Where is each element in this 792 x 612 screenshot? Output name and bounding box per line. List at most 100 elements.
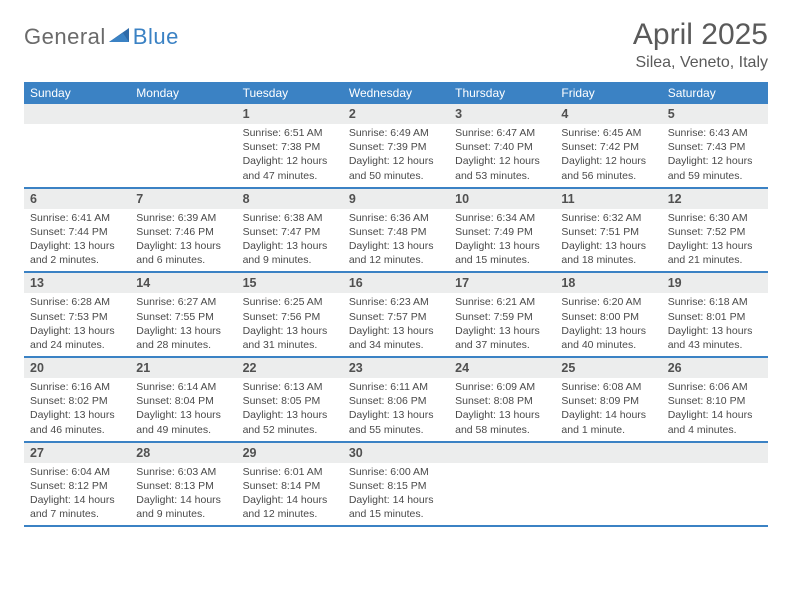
day-cell: 14Sunrise: 6:27 AMSunset: 7:55 PMDayligh… bbox=[130, 273, 236, 356]
sunset-text: Sunset: 7:56 PM bbox=[243, 310, 337, 324]
day-cell: 3Sunrise: 6:47 AMSunset: 7:40 PMDaylight… bbox=[449, 104, 555, 187]
sunset-text: Sunset: 7:44 PM bbox=[30, 225, 124, 239]
daylight-line2: and 1 minute. bbox=[561, 423, 655, 437]
day-cell: 27Sunrise: 6:04 AMSunset: 8:12 PMDayligh… bbox=[24, 443, 130, 526]
day-number: 12 bbox=[662, 189, 768, 209]
sunrise-text: Sunrise: 6:25 AM bbox=[243, 295, 337, 309]
sunrise-text: Sunrise: 6:34 AM bbox=[455, 211, 549, 225]
daylight-line1: Daylight: 14 hours bbox=[243, 493, 337, 507]
sunset-text: Sunset: 7:59 PM bbox=[455, 310, 549, 324]
sunset-text: Sunset: 7:39 PM bbox=[349, 140, 443, 154]
location-label: Silea, Veneto, Italy bbox=[633, 54, 768, 72]
sunrise-text: Sunrise: 6:36 AM bbox=[349, 211, 443, 225]
daylight-line2: and 52 minutes. bbox=[243, 423, 337, 437]
sunrise-text: Sunrise: 6:16 AM bbox=[30, 380, 124, 394]
daylight-line2: and 31 minutes. bbox=[243, 338, 337, 352]
daylight-line1: Daylight: 14 hours bbox=[668, 408, 762, 422]
sunrise-text: Sunrise: 6:45 AM bbox=[561, 126, 655, 140]
day-cell: 12Sunrise: 6:30 AMSunset: 7:52 PMDayligh… bbox=[662, 189, 768, 272]
day-details: Sunrise: 6:30 AMSunset: 7:52 PMDaylight:… bbox=[662, 209, 768, 268]
sunrise-text: Sunrise: 6:06 AM bbox=[668, 380, 762, 394]
day-number: 29 bbox=[237, 443, 343, 463]
day-number bbox=[130, 104, 236, 124]
daylight-line1: Daylight: 13 hours bbox=[349, 239, 443, 253]
header: General Blue April 2025 Silea, Veneto, I… bbox=[24, 18, 768, 72]
sunset-text: Sunset: 7:38 PM bbox=[243, 140, 337, 154]
week-row: 20Sunrise: 6:16 AMSunset: 8:02 PMDayligh… bbox=[24, 358, 768, 443]
daylight-line1: Daylight: 13 hours bbox=[136, 239, 230, 253]
day-cell: 4Sunrise: 6:45 AMSunset: 7:42 PMDaylight… bbox=[555, 104, 661, 187]
day-number: 23 bbox=[343, 358, 449, 378]
day-cell: 21Sunrise: 6:14 AMSunset: 8:04 PMDayligh… bbox=[130, 358, 236, 441]
day-number: 1 bbox=[237, 104, 343, 124]
dow-wednesday: Wednesday bbox=[343, 82, 449, 104]
day-details: Sunrise: 6:34 AMSunset: 7:49 PMDaylight:… bbox=[449, 209, 555, 268]
sunset-text: Sunset: 7:49 PM bbox=[455, 225, 549, 239]
day-details: Sunrise: 6:21 AMSunset: 7:59 PMDaylight:… bbox=[449, 293, 555, 352]
day-cell bbox=[449, 443, 555, 526]
brand-triangle-icon bbox=[109, 26, 129, 49]
daylight-line2: and 43 minutes. bbox=[668, 338, 762, 352]
day-cell: 25Sunrise: 6:08 AMSunset: 8:09 PMDayligh… bbox=[555, 358, 661, 441]
day-number: 28 bbox=[130, 443, 236, 463]
day-cell: 6Sunrise: 6:41 AMSunset: 7:44 PMDaylight… bbox=[24, 189, 130, 272]
daylight-line1: Daylight: 13 hours bbox=[455, 408, 549, 422]
day-details: Sunrise: 6:41 AMSunset: 7:44 PMDaylight:… bbox=[24, 209, 130, 268]
daylight-line2: and 50 minutes. bbox=[349, 169, 443, 183]
daylight-line2: and 15 minutes. bbox=[349, 507, 443, 521]
daylight-line2: and 9 minutes. bbox=[243, 253, 337, 267]
sunrise-text: Sunrise: 6:38 AM bbox=[243, 211, 337, 225]
sunset-text: Sunset: 8:08 PM bbox=[455, 394, 549, 408]
sunrise-text: Sunrise: 6:30 AM bbox=[668, 211, 762, 225]
day-number: 10 bbox=[449, 189, 555, 209]
sunrise-text: Sunrise: 6:51 AM bbox=[243, 126, 337, 140]
daylight-line1: Daylight: 13 hours bbox=[349, 324, 443, 338]
dow-tuesday: Tuesday bbox=[237, 82, 343, 104]
day-details: Sunrise: 6:49 AMSunset: 7:39 PMDaylight:… bbox=[343, 124, 449, 183]
day-details: Sunrise: 6:04 AMSunset: 8:12 PMDaylight:… bbox=[24, 463, 130, 522]
day-number: 20 bbox=[24, 358, 130, 378]
daylight-line1: Daylight: 13 hours bbox=[30, 239, 124, 253]
sunset-text: Sunset: 7:55 PM bbox=[136, 310, 230, 324]
day-details: Sunrise: 6:23 AMSunset: 7:57 PMDaylight:… bbox=[343, 293, 449, 352]
sunset-text: Sunset: 8:12 PM bbox=[30, 479, 124, 493]
day-details: Sunrise: 6:01 AMSunset: 8:14 PMDaylight:… bbox=[237, 463, 343, 522]
day-number: 4 bbox=[555, 104, 661, 124]
day-cell: 23Sunrise: 6:11 AMSunset: 8:06 PMDayligh… bbox=[343, 358, 449, 441]
day-number: 13 bbox=[24, 273, 130, 293]
day-number: 18 bbox=[555, 273, 661, 293]
sunset-text: Sunset: 7:53 PM bbox=[30, 310, 124, 324]
daylight-line2: and 2 minutes. bbox=[30, 253, 124, 267]
day-of-week-header: Sunday Monday Tuesday Wednesday Thursday… bbox=[24, 82, 768, 104]
sunrise-text: Sunrise: 6:39 AM bbox=[136, 211, 230, 225]
day-cell: 8Sunrise: 6:38 AMSunset: 7:47 PMDaylight… bbox=[237, 189, 343, 272]
daylight-line1: Daylight: 13 hours bbox=[243, 324, 337, 338]
sunset-text: Sunset: 8:06 PM bbox=[349, 394, 443, 408]
daylight-line2: and 18 minutes. bbox=[561, 253, 655, 267]
sunrise-text: Sunrise: 6:00 AM bbox=[349, 465, 443, 479]
daylight-line1: Daylight: 13 hours bbox=[30, 324, 124, 338]
day-number: 30 bbox=[343, 443, 449, 463]
daylight-line2: and 12 minutes. bbox=[243, 507, 337, 521]
sunrise-text: Sunrise: 6:27 AM bbox=[136, 295, 230, 309]
day-details: Sunrise: 6:20 AMSunset: 8:00 PMDaylight:… bbox=[555, 293, 661, 352]
daylight-line1: Daylight: 12 hours bbox=[349, 154, 443, 168]
day-number: 16 bbox=[343, 273, 449, 293]
day-cell: 5Sunrise: 6:43 AMSunset: 7:43 PMDaylight… bbox=[662, 104, 768, 187]
sunrise-text: Sunrise: 6:32 AM bbox=[561, 211, 655, 225]
day-cell: 1Sunrise: 6:51 AMSunset: 7:38 PMDaylight… bbox=[237, 104, 343, 187]
day-details: Sunrise: 6:36 AMSunset: 7:48 PMDaylight:… bbox=[343, 209, 449, 268]
day-number: 15 bbox=[237, 273, 343, 293]
sunrise-text: Sunrise: 6:13 AM bbox=[243, 380, 337, 394]
day-number: 25 bbox=[555, 358, 661, 378]
sunrise-text: Sunrise: 6:23 AM bbox=[349, 295, 443, 309]
sunrise-text: Sunrise: 6:01 AM bbox=[243, 465, 337, 479]
day-number: 3 bbox=[449, 104, 555, 124]
daylight-line2: and 34 minutes. bbox=[349, 338, 443, 352]
sunrise-text: Sunrise: 6:21 AM bbox=[455, 295, 549, 309]
day-number bbox=[24, 104, 130, 124]
day-cell bbox=[24, 104, 130, 187]
daylight-line2: and 37 minutes. bbox=[455, 338, 549, 352]
brand-part1: General bbox=[24, 24, 106, 50]
day-cell bbox=[130, 104, 236, 187]
